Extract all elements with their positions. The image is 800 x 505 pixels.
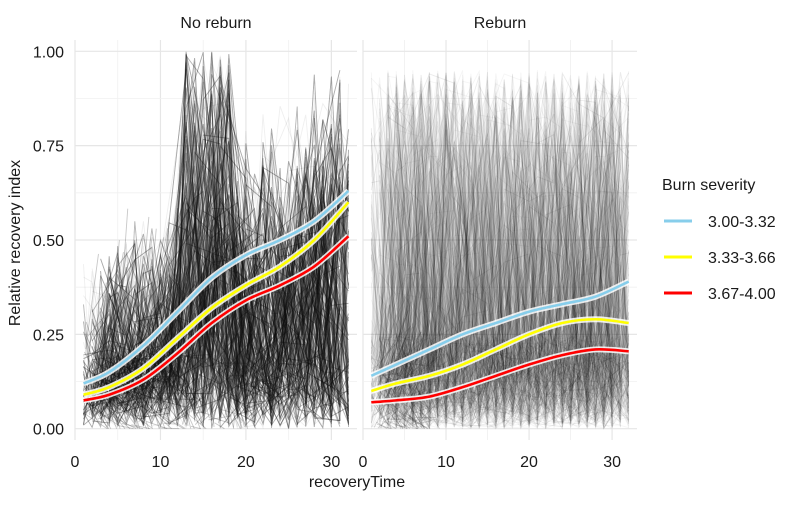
x-ticks: 0 10 20 30 [359,454,622,471]
x-ticks: 0 10 20 30 [71,454,341,471]
y-ticks: 0.00 0.25 0.50 0.75 1.00 [33,44,64,438]
y-tick-label: 0.00 [33,422,64,439]
y-tick-label: 1.00 [33,44,64,61]
y-axis-label: Relative recovery index [7,160,24,326]
y-tick-label: 0.25 [33,327,64,344]
legend-title: Burn severity [662,177,755,194]
x-tick-label: 0 [359,454,368,471]
x-tick-label: 20 [520,454,538,471]
legend-label: 3.67-4.00 [708,286,776,303]
panel-title: No reburn [180,15,251,32]
panel-no-reburn: No reburn 0 10 20 30 0.00 0.25 0.50 0.75 1.00 [33,15,357,471]
legend-label: 3.00-3.32 [708,214,776,231]
x-tick-label: 0 [71,454,80,471]
x-tick-label: 20 [237,454,255,471]
panel-reburn: Reburn 0 10 20 30 [359,15,637,471]
x-tick-label: 30 [603,454,621,471]
legend: Burn severity 3.00-3.32 3.33-3.66 3.67-4.0… [662,177,776,303]
y-tick-label: 0.75 [33,139,64,156]
x-tick-label: 10 [152,454,170,471]
x-tick-label: 30 [322,454,340,471]
panel-title: Reburn [474,15,526,32]
x-tick-label: 10 [437,454,455,471]
legend-label: 3.33-3.66 [708,250,776,267]
y-tick-label: 0.50 [33,233,64,250]
x-axis-label: recoveryTime [309,474,405,491]
